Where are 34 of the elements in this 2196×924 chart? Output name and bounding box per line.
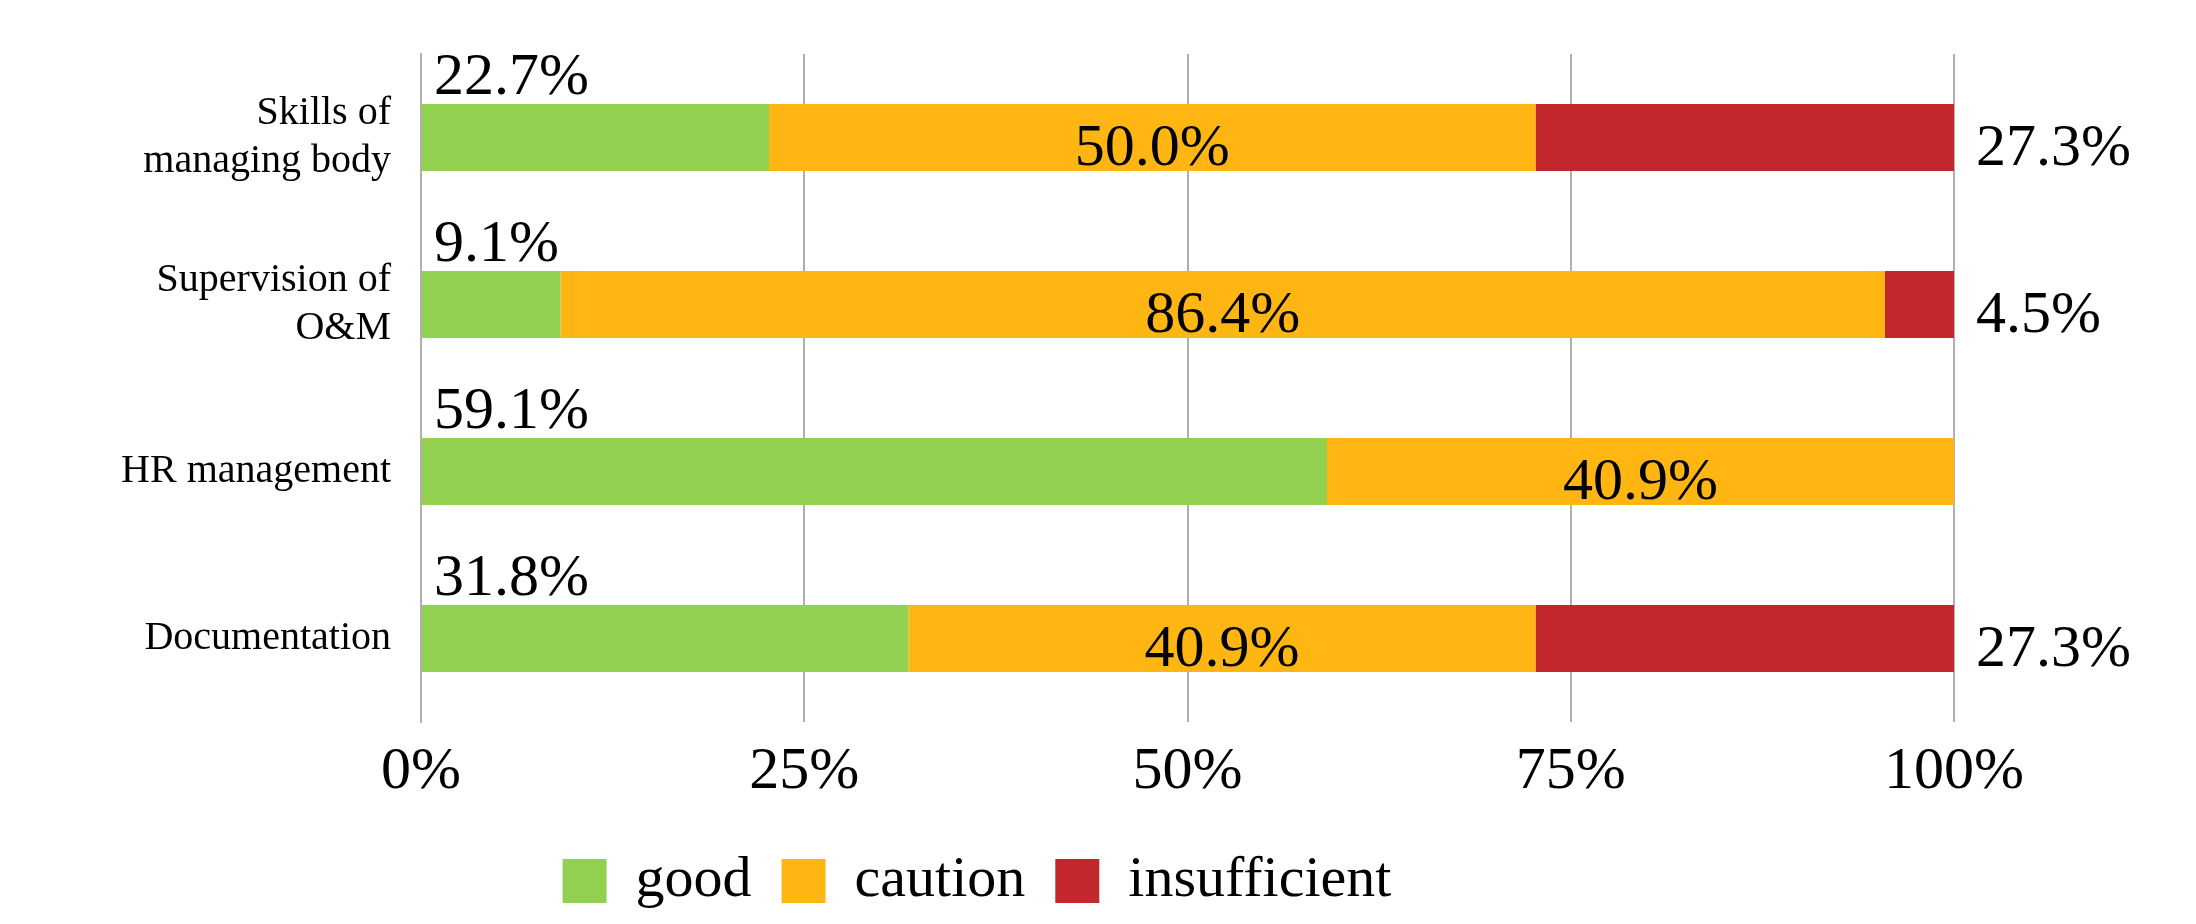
legend-label: good [635,844,752,910]
bar [908,605,1536,672]
bar [768,104,1536,171]
x-tick-label: 100% [1884,734,2024,801]
y-tick-label: Skills of managing body [143,88,392,181]
x-tick-label: 25% [749,734,860,801]
data-label: 59.1% [434,374,589,441]
data-label: 86.4% [1145,279,1301,346]
data-label: 40.9% [1563,446,1718,513]
data-label: 50.0% [1074,112,1230,179]
legend-label: insufficient [1128,844,1392,910]
bar [1535,605,1954,672]
y-tick-label: HR management [121,446,391,491]
data-label: 22.7% [434,40,589,107]
bar [1885,271,1954,338]
bar [422,104,769,171]
bar [560,271,1886,338]
data-label: 4.5% [1976,279,2101,346]
bar [422,605,909,672]
legend-label: caution [854,844,1026,910]
x-tick-label: 50% [1132,734,1243,801]
data-label: 27.3% [1976,613,2131,680]
data-label: 9.1% [434,207,559,274]
x-tick-label: 75% [1515,734,1626,801]
bar [1535,104,1954,171]
bar [422,438,1327,505]
y-tick-label: Supervision of O&M [156,255,392,348]
bar [1327,438,1954,505]
data-label: 27.3% [1976,112,2131,179]
bar [422,271,561,338]
data-label: 31.8% [434,541,589,608]
x-tick-label: 0% [381,734,461,801]
y-tick-label: Documentation [144,613,391,658]
data-label: 40.9% [1144,613,1300,680]
